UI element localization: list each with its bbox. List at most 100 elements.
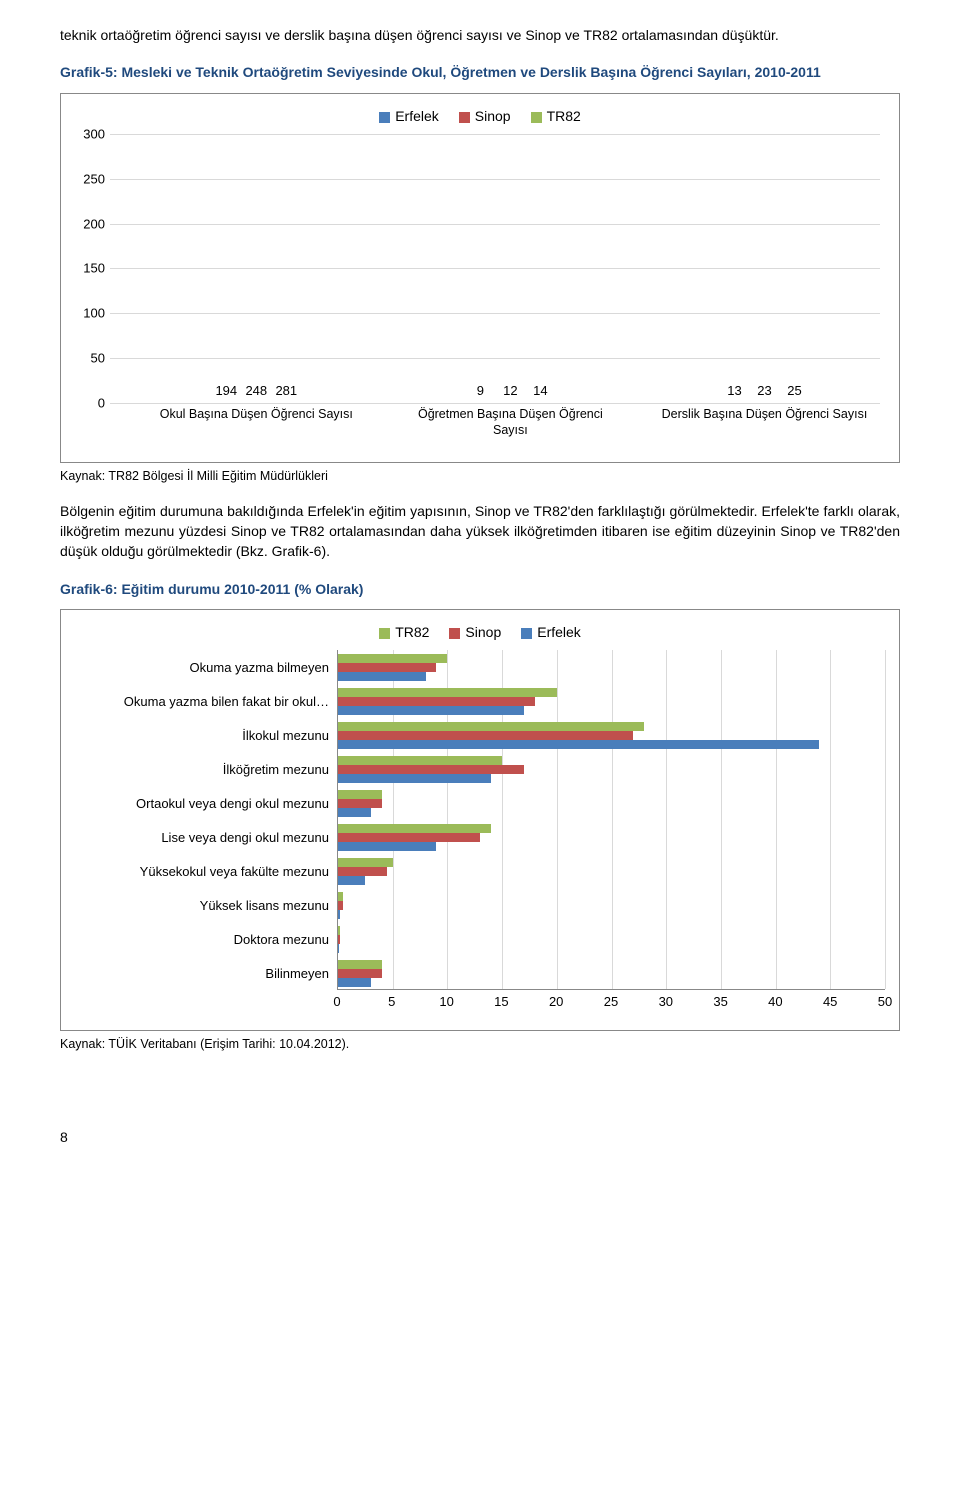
gridline: [110, 268, 880, 269]
bar-value-label: 194: [215, 383, 237, 398]
gridline: [110, 224, 880, 225]
hbar: [338, 740, 819, 749]
hbar: [338, 833, 480, 842]
hbar: [338, 978, 371, 987]
hbar-row: [338, 752, 885, 786]
hbar-row: [338, 820, 885, 854]
chart1-plot: 050100150200250300194248281Okul Başına D…: [110, 134, 880, 444]
bar-value-label: 13: [727, 383, 741, 398]
y-tick-label: 0: [75, 395, 105, 410]
x-tick-label: 50: [878, 994, 892, 1009]
h-category-label: Okuma yazma bilmeyen: [75, 650, 337, 684]
x-category-label: Derslik Başına Düşen Öğrenci Sayısı: [657, 403, 873, 423]
h-category-label: Bilinmeyen: [75, 956, 337, 990]
bar-value-label: 23: [757, 383, 771, 398]
hbar-row: [338, 718, 885, 752]
legend-item: Erfelek: [521, 624, 581, 640]
x-tick-label: 20: [549, 994, 563, 1009]
y-tick-label: 50: [75, 351, 105, 366]
legend-swatch: [449, 628, 460, 639]
legend-swatch: [531, 112, 542, 123]
hbar: [338, 969, 382, 978]
hbar: [338, 654, 447, 663]
bar-value-label: 248: [245, 383, 267, 398]
hbar: [338, 842, 436, 851]
legend-item: Sinop: [459, 108, 511, 124]
y-tick-label: 150: [75, 261, 105, 276]
hbar: [338, 697, 535, 706]
legend-item: TR82: [531, 108, 581, 124]
legend-swatch: [521, 628, 532, 639]
body-paragraph: Bölgenin eğitim durumuna bakıldığında Er…: [60, 501, 900, 562]
page-number: 8: [60, 1129, 68, 1145]
y-tick-label: 300: [75, 126, 105, 141]
hbar: [338, 901, 343, 910]
x-tick-label: 5: [388, 994, 395, 1009]
chart2-title: Grafik-6: Eğitim durumu 2010-2011 (% Ola…: [60, 580, 900, 600]
hbar: [338, 706, 524, 715]
hbar: [338, 672, 426, 681]
hbar: [338, 688, 557, 697]
hbar: [338, 910, 340, 919]
x-tick-label: 35: [713, 994, 727, 1009]
hbar: [338, 876, 365, 885]
chart2-plot: Okuma yazma bilmeyenOkuma yazma bilen fa…: [75, 650, 885, 990]
hbar-row: [338, 888, 885, 922]
hbar: [338, 765, 524, 774]
hbar-row: [338, 684, 885, 718]
y-tick-label: 100: [75, 306, 105, 321]
x-tick-label: 45: [823, 994, 837, 1009]
hbar-row: [338, 956, 885, 990]
hbar: [338, 960, 382, 969]
hbar-row: [338, 650, 885, 684]
hbar: [338, 756, 502, 765]
x-tick-label: 30: [659, 994, 673, 1009]
hbar: [338, 663, 436, 672]
bar-value-label: 12: [503, 383, 517, 398]
intro-paragraph: teknik ortaöğretim öğrenci sayısı ve der…: [60, 25, 900, 45]
hbar: [338, 892, 343, 901]
chart2-container: TR82SinopErfelek Okuma yazma bilmeyenOku…: [60, 609, 900, 1031]
legend-swatch: [379, 112, 390, 123]
x-tick-label: 40: [768, 994, 782, 1009]
hbar-row: [338, 854, 885, 888]
hbar: [338, 808, 371, 817]
legend-item: Sinop: [449, 624, 501, 640]
chart1-legend: Erfelek Sinop TR82: [75, 108, 885, 124]
gridline: [110, 134, 880, 135]
hbar: [338, 790, 382, 799]
h-category-label: İlköğretim mezunu: [75, 752, 337, 786]
legend-item: Erfelek: [379, 108, 439, 124]
hbar-row: [338, 922, 885, 956]
bar-value-label: 14: [533, 383, 547, 398]
gridline: [110, 179, 880, 180]
x-tick-label: 15: [494, 994, 508, 1009]
hbar: [338, 799, 382, 808]
h-category-label: İlkokul mezunu: [75, 718, 337, 752]
x-category-label: Öğretmen Başına Düşen Öğrenci Sayısı: [403, 403, 619, 438]
hbar: [338, 722, 644, 731]
bar-value-label: 9: [477, 383, 484, 398]
chart1-container: ErfelekSinopTR82 05010015020025030019424…: [60, 93, 900, 463]
x-category-label: Okul Başına Düşen Öğrenci Sayısı: [149, 403, 365, 423]
h-category-label: Doktora mezunu: [75, 922, 337, 956]
hbar: [338, 935, 340, 944]
x-tick-label: 10: [439, 994, 453, 1009]
legend-swatch: [379, 628, 390, 639]
y-tick-label: 250: [75, 171, 105, 186]
h-category-label: Okuma yazma bilen fakat bir okul…: [75, 684, 337, 718]
hbar: [338, 824, 491, 833]
chart2-legend: TR82SinopErfelek: [75, 624, 885, 640]
chart1-title: Grafik-5: Mesleki ve Teknik Ortaöğretim …: [60, 63, 900, 83]
hbar-row: [338, 786, 885, 820]
h-category-label: Yüksek lisans mezunu: [75, 888, 337, 922]
hbar: [338, 926, 340, 935]
bar-value-label: 25: [787, 383, 801, 398]
hbar: [338, 944, 339, 953]
hbar: [338, 731, 633, 740]
x-tick-label: 0: [333, 994, 340, 1009]
gridline: [110, 358, 880, 359]
hbar: [338, 858, 393, 867]
hbar: [338, 774, 491, 783]
chart1-source: Kaynak: TR82 Bölgesi İl Milli Eğitim Müd…: [60, 469, 900, 483]
